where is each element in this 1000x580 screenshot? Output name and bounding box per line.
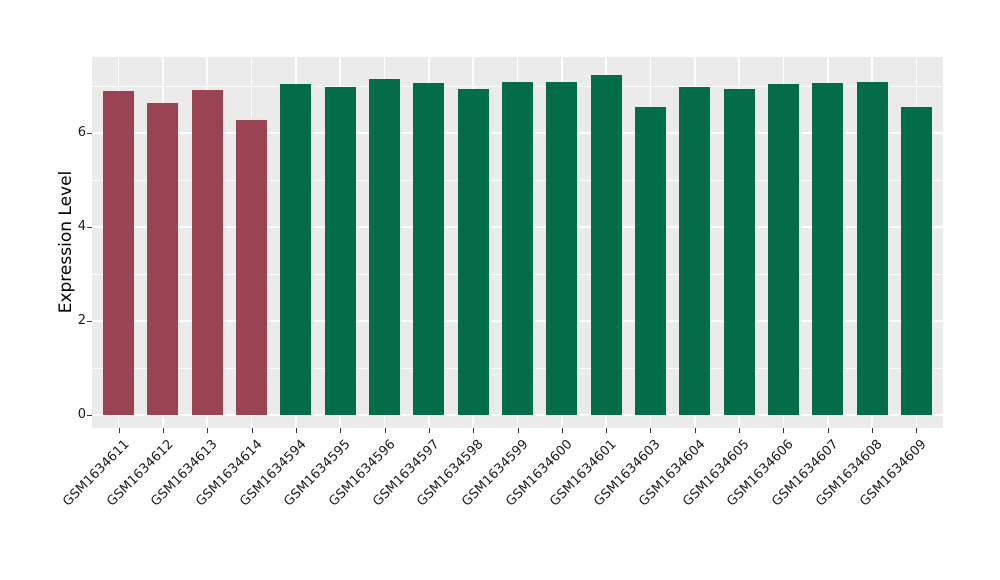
y-tick-label-0: 0 [77,407,86,422]
x-tick-GSM1634595 [340,428,342,433]
bar-GSM1634611 [103,91,135,415]
bar-GSM1634601 [590,74,622,415]
x-tick-GSM1634603 [650,428,652,433]
x-tick-GSM1634609 [916,428,918,433]
y-axis-title: Expression Level [56,170,76,314]
x-tick-GSM1634607 [827,428,829,433]
bar-GSM1634595 [324,86,356,415]
x-tick-GSM1634613 [207,428,209,433]
x-tick-GSM1634605 [739,428,741,433]
x-tick-GSM1634594 [295,428,297,433]
bar-GSM1634608 [856,82,888,415]
bar-GSM1634594 [280,84,312,415]
bar-GSM1634604 [679,87,711,415]
x-tick-GSM1634611 [118,428,120,433]
bar-GSM1634598 [457,89,489,415]
x-tick-GSM1634601 [606,428,608,433]
y-tick-0 [87,415,92,416]
bar-GSM1634599 [502,82,533,415]
y-tick-label-4: 4 [77,219,86,235]
x-tick-GSM1634608 [872,428,874,433]
bar-GSM1634607 [812,83,844,415]
bar-GSM1634600 [546,82,578,415]
bar-GSM1634605 [723,88,755,415]
x-tick-GSM1634598 [473,428,475,433]
x-tick-GSM1634599 [517,428,519,433]
bar-GSM1634596 [369,78,401,415]
x-tick-GSM1634600 [561,428,563,433]
y-tick-4 [87,227,92,229]
plot-panel [92,57,943,428]
bar-GSM1634613 [191,90,223,415]
x-tick-GSM1634597 [428,428,430,433]
bar-GSM1634606 [767,83,799,415]
y-tick-label-2: 2 [77,313,86,329]
bar-GSM1634614 [236,120,268,415]
x-tick-GSM1634606 [783,428,785,433]
bar-GSM1634597 [413,83,445,415]
y-tick-label-6: 6 [77,125,86,141]
x-tick-GSM1634612 [162,428,164,433]
y-tick-2 [87,321,92,323]
bar-GSM1634603 [634,107,666,415]
y-tick-6 [87,133,92,135]
x-tick-GSM1634596 [384,428,386,433]
x-tick-GSM1634614 [251,428,253,433]
bar-GSM1634612 [147,103,179,415]
bar-GSM1634609 [900,107,932,415]
x-tick-GSM1634604 [694,428,696,433]
